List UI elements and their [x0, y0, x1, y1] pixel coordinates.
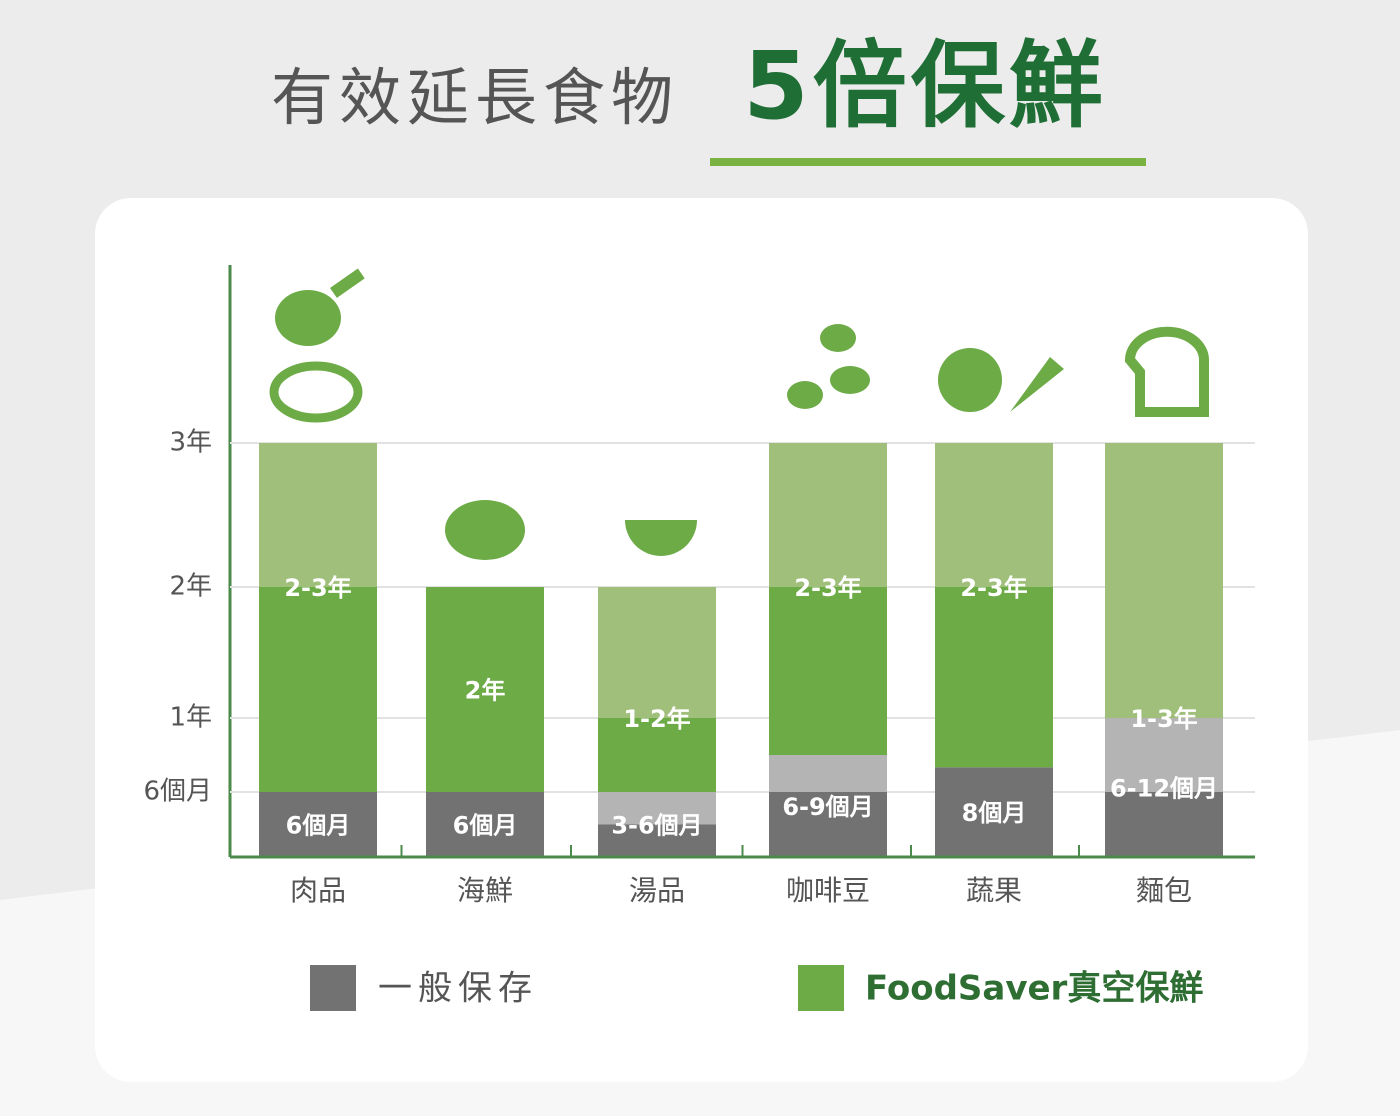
- x-tick-label: 麵包: [1136, 874, 1192, 907]
- foodsaver-range-bar: [1105, 443, 1223, 718]
- value-label: 1-2年: [623, 705, 690, 733]
- value-label: 6個月: [286, 812, 351, 840]
- icons: [269, 268, 1209, 560]
- title-emphasis: 5倍保鮮: [743, 32, 1106, 141]
- general-min-bar: [598, 824, 716, 857]
- icon-fish: [445, 500, 525, 560]
- icon-bean: [830, 366, 870, 394]
- value-label: 6-9個月: [782, 793, 873, 821]
- foodsaver-range-bar: [769, 443, 887, 587]
- y-tick-label: 2年: [169, 572, 212, 602]
- y-tick-label: 6個月: [143, 777, 212, 807]
- general-min-bar: [769, 792, 887, 857]
- value-label: 6個月: [453, 812, 518, 840]
- icon-bean: [787, 381, 823, 409]
- general-range-bar: [769, 755, 887, 792]
- x-tick-label: 湯品: [629, 874, 685, 907]
- icon-carrot: [1010, 357, 1064, 412]
- icon-bone: [330, 268, 365, 298]
- value-label: 1-3年: [1130, 705, 1197, 733]
- foodsaver-min-bar: [598, 718, 716, 792]
- foodsaver-range-bar: [259, 443, 377, 587]
- x-tick-label: 咖啡豆: [786, 874, 870, 907]
- foodsaver-range-bar: [935, 443, 1053, 587]
- title-underline: [710, 158, 1146, 166]
- value-label: 3-6個月: [611, 812, 702, 840]
- foodsaver-range-bar: [598, 587, 716, 718]
- value-label: 8個月: [962, 799, 1027, 827]
- value-label: 2-3年: [284, 574, 351, 602]
- general-range-bar: [598, 792, 716, 825]
- general-range-bar: [1105, 718, 1223, 792]
- value-label: 2-3年: [960, 574, 1027, 602]
- icon-bowl: [625, 520, 697, 556]
- title: 有效延長食物: [271, 61, 679, 134]
- value-label: 6-12個月: [1110, 775, 1218, 803]
- x-tick-label: 海鮮: [457, 874, 513, 907]
- foodsaver-min-bar: [935, 587, 1053, 768]
- foodsaver-min-bar: [769, 587, 887, 755]
- legend-swatch: [310, 965, 356, 1011]
- value-label: 2年: [465, 677, 506, 705]
- foodsaver-min-bar: [426, 587, 544, 792]
- legend-swatch: [798, 965, 844, 1011]
- general-min-bar: [1105, 792, 1223, 857]
- x-tick-label: 蔬果: [966, 874, 1022, 907]
- icon-bread: [1124, 326, 1209, 417]
- x-tick-label: 肉品: [290, 874, 346, 907]
- icon-drumstick: [275, 290, 341, 346]
- legend-label: 一般保存: [378, 969, 538, 1009]
- general-min-bar: [935, 767, 1053, 857]
- legend-label: FoodSaver真空保鮮: [865, 969, 1203, 1009]
- general-min-bar: [259, 792, 377, 857]
- y-tick-label: 3年: [169, 428, 212, 458]
- foodsaver-min-bar: [259, 587, 377, 792]
- icon-apple: [938, 348, 1002, 412]
- general-min-bar: [426, 792, 544, 857]
- icon-steak: [269, 361, 363, 423]
- y-tick-label: 1年: [169, 703, 212, 733]
- icon-bean: [820, 324, 856, 352]
- value-label: 2-3年: [794, 574, 861, 602]
